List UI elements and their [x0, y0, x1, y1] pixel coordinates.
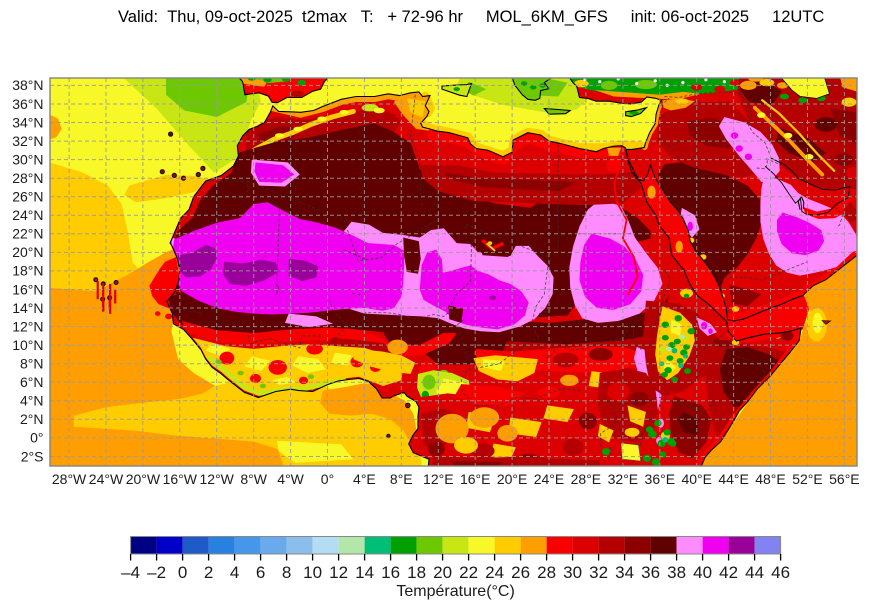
- svg-text:0°: 0°: [321, 471, 334, 487]
- svg-text:28°W: 28°W: [52, 471, 87, 487]
- svg-text:16°W: 16°W: [163, 471, 198, 487]
- svg-text:Température(°C): Température(°C): [396, 583, 514, 600]
- svg-text:56°E: 56°E: [829, 471, 860, 487]
- svg-text:18: 18: [407, 563, 426, 582]
- svg-text:24: 24: [485, 563, 504, 582]
- svg-text:40°E: 40°E: [681, 471, 712, 487]
- svg-text:52°E: 52°E: [792, 471, 823, 487]
- svg-text:18°N: 18°N: [12, 263, 43, 279]
- svg-text:6: 6: [256, 563, 265, 582]
- svg-text:10°N: 10°N: [12, 337, 43, 353]
- svg-text:12°W: 12°W: [200, 471, 235, 487]
- svg-text:48°E: 48°E: [755, 471, 786, 487]
- svg-text:30°N: 30°N: [12, 151, 43, 167]
- svg-text:38: 38: [667, 563, 686, 582]
- svg-text:28°E: 28°E: [571, 471, 602, 487]
- svg-text:16°N: 16°N: [12, 281, 43, 297]
- svg-text:8°W: 8°W: [240, 471, 267, 487]
- svg-text:14: 14: [355, 563, 374, 582]
- svg-text:16: 16: [381, 563, 400, 582]
- svg-text:46: 46: [771, 563, 790, 582]
- svg-text:22: 22: [459, 563, 478, 582]
- svg-text:12: 12: [329, 563, 348, 582]
- svg-text:40: 40: [693, 563, 712, 582]
- svg-text:8°N: 8°N: [20, 356, 44, 372]
- svg-text:16°E: 16°E: [460, 471, 491, 487]
- svg-text:28: 28: [537, 563, 556, 582]
- svg-text:4°W: 4°W: [277, 471, 304, 487]
- svg-text:26°N: 26°N: [12, 189, 43, 205]
- svg-text:4°N: 4°N: [20, 393, 44, 409]
- svg-text:20°N: 20°N: [12, 244, 43, 260]
- svg-text:20°E: 20°E: [497, 471, 528, 487]
- svg-text:–4: –4: [121, 563, 140, 582]
- svg-text:4°E: 4°E: [353, 471, 376, 487]
- svg-text:2: 2: [204, 563, 213, 582]
- svg-text:–2: –2: [147, 563, 166, 582]
- svg-text:24°E: 24°E: [534, 471, 565, 487]
- svg-text:30: 30: [563, 563, 582, 582]
- svg-text:28°N: 28°N: [12, 170, 43, 186]
- svg-text:22°N: 22°N: [12, 226, 43, 242]
- svg-text:24°N: 24°N: [12, 207, 43, 223]
- svg-text:36°E: 36°E: [645, 471, 676, 487]
- svg-text:24°W: 24°W: [89, 471, 124, 487]
- svg-text:14°N: 14°N: [12, 300, 43, 316]
- svg-text:4: 4: [230, 563, 239, 582]
- svg-text:12°E: 12°E: [423, 471, 454, 487]
- svg-text:44°E: 44°E: [718, 471, 749, 487]
- svg-text:36°N: 36°N: [12, 96, 43, 112]
- svg-text:8°E: 8°E: [390, 471, 413, 487]
- svg-text:32°E: 32°E: [608, 471, 639, 487]
- svg-text:12°N: 12°N: [12, 318, 43, 334]
- svg-text:36: 36: [641, 563, 660, 582]
- svg-text:8: 8: [282, 563, 291, 582]
- svg-text:32: 32: [589, 563, 608, 582]
- svg-text:10: 10: [303, 563, 322, 582]
- svg-text:20°W: 20°W: [126, 471, 161, 487]
- svg-text:26: 26: [511, 563, 530, 582]
- svg-text:42: 42: [719, 563, 738, 582]
- svg-text:2°N: 2°N: [20, 411, 44, 427]
- svg-text:6°N: 6°N: [20, 374, 44, 390]
- svg-text:32°N: 32°N: [12, 133, 43, 149]
- svg-text:20: 20: [433, 563, 452, 582]
- svg-text:34°N: 34°N: [12, 114, 43, 130]
- svg-text:2°S: 2°S: [21, 448, 44, 464]
- svg-text:Valid: Thu, 09-oct-2025 t2ma: Valid: Thu, 09-oct-2025 t2max T: + 72-96…: [118, 8, 824, 26]
- svg-text:0: 0: [178, 563, 187, 582]
- svg-text:38°N: 38°N: [12, 77, 43, 93]
- svg-text:34: 34: [615, 563, 634, 582]
- svg-text:0°: 0°: [30, 430, 43, 446]
- svg-text:44: 44: [745, 563, 764, 582]
